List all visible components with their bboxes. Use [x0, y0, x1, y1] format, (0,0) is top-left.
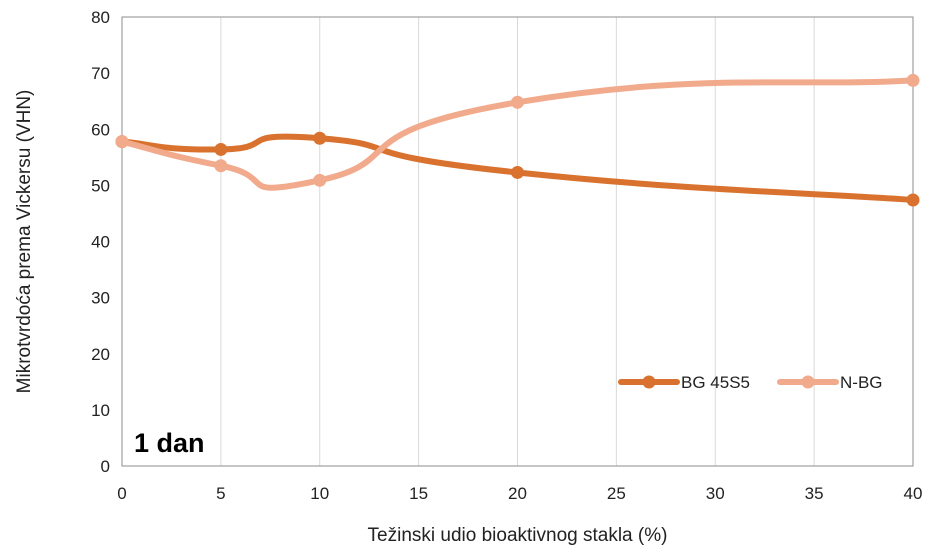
y-tick-label-50: 50	[91, 176, 110, 195]
data-point-n-bg-5	[214, 159, 228, 173]
y-axis-title: Mikrotvrdoća prema Vickersu (VHN)	[14, 90, 35, 394]
legend: BG 45S5 N-BG	[618, 373, 883, 392]
x-axis-tick-labels: 0 5 10 15 20 25 30 35 40	[117, 484, 922, 503]
y-tick-label-30: 30	[91, 289, 110, 308]
data-point-bg-45s5-20	[511, 165, 524, 179]
y-tick-label-80: 80	[91, 8, 110, 27]
plot-area-border	[121, 16, 914, 467]
chart-annotation: 1 dan	[134, 428, 205, 458]
legend-label-n-bg: N-BG	[840, 373, 883, 392]
x-axis-title: Težinski udio bioaktivnog stakla (%)	[368, 525, 668, 546]
data-point-n-bg-10	[313, 173, 327, 187]
series-n-bg	[115, 73, 920, 191]
x-tick-label-40: 40	[904, 484, 923, 503]
data-point-bg-45s5-5	[214, 142, 228, 156]
y-tick-label-60: 60	[91, 120, 110, 139]
y-tick-label-40: 40	[91, 233, 110, 252]
data-point-n-bg-20	[511, 95, 524, 109]
y-tick-label-10: 10	[91, 401, 110, 420]
y-tick-label-70: 70	[91, 64, 110, 83]
x-tick-label-5: 5	[216, 484, 225, 503]
series-layer	[115, 73, 920, 207]
data-point-bg-45s5-40	[906, 193, 920, 207]
x-tick-label-15: 15	[409, 484, 428, 503]
data-point-bg-45s5-10	[313, 131, 327, 145]
y-tick-label-0: 0	[101, 457, 110, 476]
legend-item-bg-45s5: BG 45S5	[618, 373, 750, 392]
legend-label-bg-45s5: BG 45S5	[681, 373, 750, 392]
x-tick-label-0: 0	[117, 484, 126, 503]
y-axis-tick-labels: 0 10 20 30 40 50 60 70 80	[91, 8, 110, 476]
y-tick-label-20: 20	[91, 345, 110, 364]
x-tick-label-25: 25	[607, 484, 626, 503]
x-tick-label-10: 10	[310, 484, 329, 503]
x-tick-label-20: 20	[508, 484, 527, 503]
legend-swatch-marker	[801, 375, 815, 389]
x-tick-label-35: 35	[805, 484, 824, 503]
x-tick-label-30: 30	[706, 484, 725, 503]
legend-swatch-marker	[642, 375, 656, 389]
data-point-n-bg-40	[906, 73, 920, 87]
data-point-n-bg-0	[115, 135, 129, 149]
legend-item-n-bg: N-BG	[777, 373, 883, 392]
